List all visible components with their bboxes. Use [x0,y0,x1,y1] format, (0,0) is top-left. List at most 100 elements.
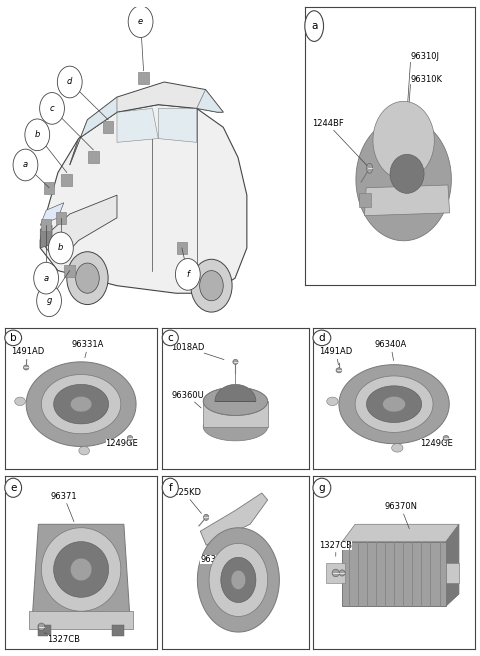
Polygon shape [373,102,434,179]
Bar [138,72,149,84]
Circle shape [313,478,331,497]
Circle shape [5,330,22,346]
Polygon shape [355,376,433,432]
Circle shape [204,514,209,520]
Circle shape [57,66,82,98]
Polygon shape [339,365,449,443]
Polygon shape [209,543,268,617]
Text: 1249GE: 1249GE [420,438,453,448]
Polygon shape [158,108,197,142]
Text: 96360U: 96360U [171,391,204,408]
Polygon shape [364,185,450,216]
Polygon shape [383,396,406,412]
Text: 1249GE: 1249GE [106,438,138,448]
Polygon shape [446,562,459,583]
Text: e: e [10,483,16,493]
Polygon shape [356,118,451,241]
Polygon shape [203,401,268,427]
Polygon shape [342,542,446,606]
Ellipse shape [15,397,25,405]
Text: 1491AD: 1491AD [11,348,44,363]
Text: b: b [58,243,63,253]
Ellipse shape [327,397,338,405]
Polygon shape [71,558,92,581]
Circle shape [191,259,232,312]
Polygon shape [41,375,121,434]
Circle shape [38,623,45,630]
Polygon shape [203,387,268,415]
Polygon shape [117,108,158,142]
Text: d: d [319,333,325,343]
Polygon shape [26,362,136,447]
Text: 1244BF: 1244BF [312,119,368,166]
Polygon shape [40,226,52,248]
Text: 96371: 96371 [50,492,77,522]
Ellipse shape [390,154,424,194]
Text: 96310J: 96310J [410,52,440,61]
Circle shape [128,6,153,37]
Circle shape [175,258,200,290]
Polygon shape [200,493,268,545]
Polygon shape [40,105,247,293]
Text: g: g [47,297,52,305]
Polygon shape [215,384,256,401]
Polygon shape [446,524,459,606]
Text: 96340A: 96340A [374,340,407,361]
Text: 96361L: 96361L [200,547,231,564]
Circle shape [162,330,179,346]
Bar [177,242,187,254]
Text: b: b [35,131,40,139]
Text: 1491AD: 1491AD [320,348,353,365]
Text: 96331A: 96331A [72,340,104,358]
Circle shape [5,478,22,497]
Text: d: d [67,77,72,87]
Bar [103,121,113,133]
Polygon shape [197,528,279,632]
Text: 1125KD: 1125KD [168,489,202,514]
Bar [44,182,54,194]
Polygon shape [41,528,121,611]
Circle shape [162,478,179,497]
Circle shape [67,252,108,304]
Circle shape [305,10,324,41]
Bar [360,194,371,207]
Polygon shape [221,558,256,602]
Polygon shape [112,625,124,636]
Text: 1327CB: 1327CB [320,541,352,556]
Text: f: f [186,270,189,279]
Text: e: e [138,17,143,26]
Circle shape [332,569,339,577]
Circle shape [367,163,372,173]
Polygon shape [326,562,346,583]
Polygon shape [40,203,64,226]
Ellipse shape [392,443,403,452]
Circle shape [127,436,132,441]
Polygon shape [342,594,459,606]
Circle shape [443,436,449,441]
Text: 96310K: 96310K [410,75,443,83]
Polygon shape [70,82,223,165]
Bar [56,212,66,224]
Circle shape [48,232,73,264]
Circle shape [76,263,99,293]
Text: b: b [10,333,16,343]
Bar [64,264,75,277]
Circle shape [24,365,29,370]
Text: a: a [44,274,48,283]
Polygon shape [54,384,108,424]
Circle shape [339,570,345,576]
Bar [88,152,99,163]
Text: a: a [23,161,28,169]
Text: f: f [168,483,172,493]
Ellipse shape [79,447,89,455]
Circle shape [313,330,331,346]
Polygon shape [71,396,92,412]
Circle shape [34,262,59,294]
Text: c: c [50,104,54,113]
Circle shape [25,119,49,151]
Polygon shape [367,386,421,422]
Circle shape [40,92,64,124]
Polygon shape [231,570,246,590]
Polygon shape [342,524,459,542]
Text: 1018AD: 1018AD [171,343,224,359]
